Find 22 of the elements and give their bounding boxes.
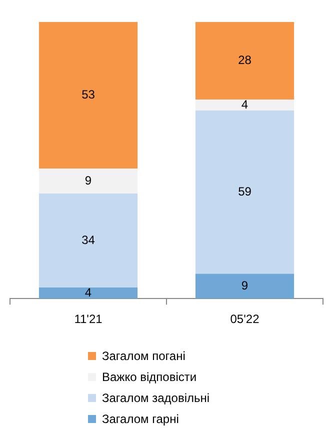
data-label: 59 xyxy=(238,184,252,198)
legend-label: Загалом погані xyxy=(102,348,186,362)
bar xyxy=(195,274,294,299)
data-label: 9 xyxy=(84,173,92,188)
data-label: 34 xyxy=(82,232,96,247)
bar xyxy=(195,99,294,111)
data-label: 4 xyxy=(84,285,92,300)
bar xyxy=(38,288,138,299)
bar xyxy=(38,22,138,169)
data-label: 9 xyxy=(241,278,248,292)
bar xyxy=(38,168,138,194)
legend-label: Важко відповісти xyxy=(102,370,197,384)
bar xyxy=(195,110,294,274)
legend-label: Загалом гарні xyxy=(102,412,179,426)
bar xyxy=(38,193,138,288)
bar xyxy=(195,22,294,100)
x-tick-label: 05'22 xyxy=(230,312,260,326)
data-label: 28 xyxy=(238,53,252,68)
data-label: 53 xyxy=(82,88,96,102)
data-label: 4 xyxy=(241,97,248,112)
x-tick-label: 11'21 xyxy=(74,312,103,326)
legend-label: Загалом задовільні xyxy=(102,390,210,404)
